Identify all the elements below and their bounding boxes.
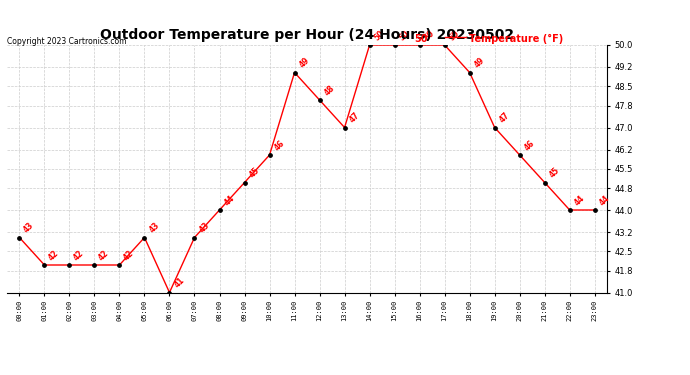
Point bbox=[589, 207, 600, 213]
Point bbox=[489, 124, 500, 130]
Text: 49: 49 bbox=[473, 56, 486, 70]
Point bbox=[114, 262, 125, 268]
Point bbox=[364, 42, 375, 48]
Text: 50: 50 bbox=[447, 28, 461, 42]
Point bbox=[514, 152, 525, 158]
Text: 44: 44 bbox=[598, 194, 611, 207]
Point bbox=[139, 234, 150, 240]
Text: 43: 43 bbox=[22, 221, 36, 235]
Text: 42: 42 bbox=[47, 248, 61, 262]
Text: 45: 45 bbox=[247, 166, 261, 180]
Text: 46: 46 bbox=[273, 138, 286, 152]
Point bbox=[239, 180, 250, 186]
Point bbox=[564, 207, 575, 213]
Text: 43: 43 bbox=[147, 221, 161, 235]
Point bbox=[14, 234, 25, 240]
Text: 44: 44 bbox=[573, 194, 586, 207]
Point bbox=[264, 152, 275, 158]
Text: 50: 50 bbox=[397, 28, 411, 42]
Text: 42: 42 bbox=[72, 248, 86, 262]
Point bbox=[389, 42, 400, 48]
Point bbox=[339, 124, 350, 130]
Text: 47: 47 bbox=[497, 111, 511, 125]
Title: Outdoor Temperature per Hour (24 Hours) 20230502: Outdoor Temperature per Hour (24 Hours) … bbox=[100, 28, 514, 42]
Point bbox=[214, 207, 225, 213]
Text: 49: 49 bbox=[297, 56, 311, 70]
Point bbox=[314, 97, 325, 103]
Text: 41: 41 bbox=[172, 276, 186, 290]
Text: 42: 42 bbox=[97, 248, 111, 262]
Text: Copyright 2023 Cartronics.com: Copyright 2023 Cartronics.com bbox=[7, 38, 126, 46]
Text: Temperature (°F): Temperature (°F) bbox=[469, 34, 564, 44]
Text: 42: 42 bbox=[122, 248, 136, 262]
Text: 48: 48 bbox=[322, 83, 336, 97]
Point bbox=[414, 42, 425, 48]
Text: 50: 50 bbox=[414, 34, 428, 44]
Text: 50: 50 bbox=[422, 28, 436, 42]
Point bbox=[289, 69, 300, 75]
Point bbox=[39, 262, 50, 268]
Text: 47: 47 bbox=[347, 111, 362, 125]
Text: 44: 44 bbox=[222, 194, 236, 207]
Point bbox=[164, 290, 175, 296]
Point bbox=[439, 42, 450, 48]
Point bbox=[89, 262, 100, 268]
Point bbox=[539, 180, 550, 186]
Point bbox=[64, 262, 75, 268]
Point bbox=[189, 234, 200, 240]
Text: 45: 45 bbox=[547, 166, 561, 180]
Text: 46: 46 bbox=[522, 138, 536, 152]
Text: 43: 43 bbox=[197, 221, 211, 235]
Point bbox=[464, 69, 475, 75]
Text: 50: 50 bbox=[373, 28, 386, 42]
